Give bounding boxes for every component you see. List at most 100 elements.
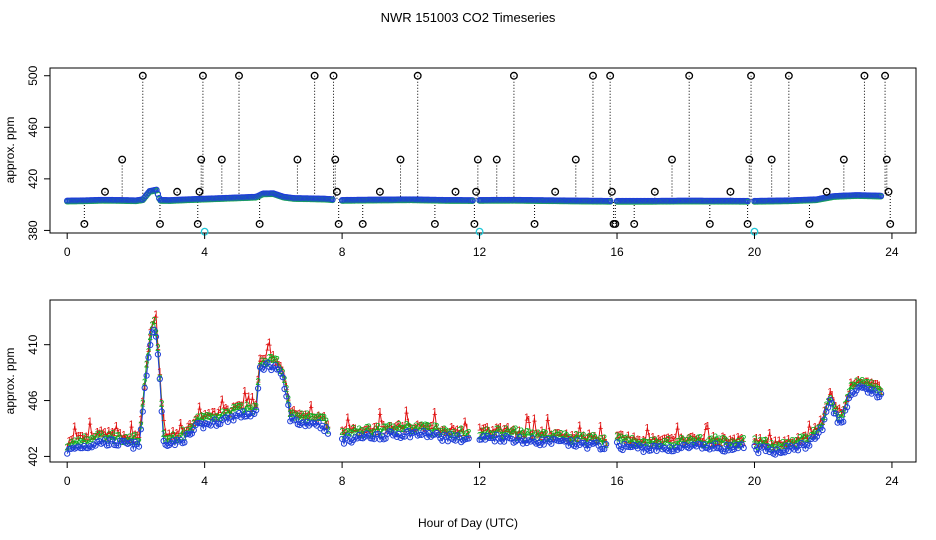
- channel-2-marker: 2: [148, 332, 154, 343]
- calibration-point: [630, 220, 639, 228]
- channel-1-marker: 1: [848, 378, 854, 389]
- channel-2-marker: 2: [132, 431, 138, 442]
- channel-2-marker: 2: [505, 427, 511, 438]
- channel-1-marker: 1: [577, 421, 583, 432]
- channel-1-marker: 1: [106, 426, 112, 437]
- channel-3-marker: [152, 333, 160, 340]
- channel-1-marker: 1: [161, 413, 167, 424]
- channel-1-marker: 1: [400, 421, 406, 432]
- calibration-point: [329, 71, 338, 80]
- channel-2-marker: 2: [244, 400, 250, 411]
- channel-2-marker: 2: [413, 421, 419, 432]
- channel-1-marker: 1: [64, 443, 70, 454]
- channel-1-marker: 1: [641, 435, 647, 446]
- channel-3-marker: [674, 446, 681, 453]
- channel-1-marker: 1: [364, 425, 370, 436]
- channel-1-marker: 1: [189, 422, 195, 433]
- channel-2-marker: 2: [370, 429, 376, 440]
- channel-1-marker: 1: [253, 399, 259, 410]
- channel-2-marker: 2: [421, 422, 427, 433]
- channel-2-marker: 2: [72, 436, 78, 447]
- channel-2-marker: 2: [195, 412, 201, 423]
- channel-2-marker: 2: [115, 431, 121, 442]
- channel-2-marker: 2: [229, 406, 235, 417]
- channel-2-marker: 2: [805, 435, 811, 446]
- top-x-tick-label: 24: [885, 245, 899, 259]
- channel-1-marker: 1: [859, 378, 865, 389]
- calibration-point: [860, 71, 869, 80]
- channel-2-marker: 2: [752, 435, 758, 446]
- channel-1-marker: 1: [507, 429, 513, 440]
- channel-2-marker: 2: [460, 429, 466, 440]
- channel-2-marker: 2: [618, 433, 624, 444]
- channel-2-marker: 2: [825, 397, 831, 408]
- channel-1-marker: 1: [705, 421, 711, 432]
- channel-2-marker: 2: [153, 328, 159, 339]
- channel-1-marker: 1: [174, 428, 180, 439]
- calibration-point: [334, 220, 343, 228]
- channel-1-marker: 1: [765, 438, 771, 449]
- calibration-point: [668, 155, 676, 164]
- channel-1-marker: 1: [244, 398, 250, 409]
- channel-1-marker: 1: [303, 410, 309, 421]
- channel-1-marker: 1: [238, 400, 244, 411]
- channel-2-marker: 2: [822, 412, 828, 423]
- channel-3-marker: [603, 441, 610, 448]
- channel-2-marker: 2: [575, 434, 581, 445]
- channel-1-marker: 1: [72, 422, 78, 433]
- channel-1-marker: 1: [415, 420, 421, 431]
- top-x-tick-label: 4: [201, 245, 208, 259]
- channel-1-marker: 1: [255, 374, 261, 385]
- channel-1-marker: 1: [83, 432, 89, 443]
- channel-2-marker: 2: [406, 421, 412, 432]
- channel-2-marker: 2: [381, 423, 387, 434]
- channel-1-marker: 1: [562, 432, 568, 443]
- channel-3-marker: [682, 442, 689, 449]
- channel-1-marker: 1: [648, 439, 654, 450]
- channel-1-marker: 1: [735, 432, 741, 443]
- channel-3-marker: [478, 436, 485, 443]
- calibration-point: [217, 155, 226, 164]
- channel-1-marker: 1: [684, 435, 690, 446]
- channel-1-marker: 1: [814, 427, 820, 438]
- channel-1-marker: 1: [216, 407, 222, 418]
- channel-1-marker: 1: [231, 402, 237, 413]
- channel-2-marker: 2: [646, 439, 652, 450]
- channel-1-marker: 1: [515, 430, 521, 441]
- channel-1-marker: 1: [871, 379, 877, 390]
- channel-2-marker: 2: [629, 434, 635, 445]
- channel-3-marker: [738, 441, 745, 448]
- calibration-point: [805, 220, 814, 228]
- channel-1-marker: 1: [718, 438, 724, 449]
- channel-2-marker: 2: [663, 437, 669, 448]
- channel-2-marker: 2: [426, 422, 432, 433]
- channel-1-marker: 1: [142, 381, 148, 392]
- baseline-point: [469, 197, 476, 204]
- channel-2-marker: 2: [797, 433, 803, 444]
- channel-1-marker: 1: [501, 424, 507, 435]
- calibration-point: [571, 155, 580, 164]
- bottom-x-tick-label: 16: [610, 474, 624, 488]
- channel-2-marker: 2: [780, 438, 786, 449]
- channel-1-marker: 1: [774, 440, 780, 451]
- channel-2-marker: 2: [89, 434, 95, 445]
- channel-1-marker: 1: [878, 387, 884, 398]
- channel-2-marker: 2: [263, 357, 269, 368]
- channel-1-marker: 1: [733, 438, 739, 449]
- channel-2-marker: 2: [543, 429, 549, 440]
- channel-3-marker: [751, 443, 758, 450]
- channel-2-marker: 2: [402, 424, 408, 435]
- calibration-point: [470, 220, 479, 228]
- channel-2-marker: 2: [64, 442, 70, 453]
- channel-2-marker: 2: [511, 425, 517, 436]
- channel-1-marker: 1: [835, 405, 841, 416]
- channel-2-marker: 2: [549, 430, 555, 441]
- channel-1-marker: 1: [464, 423, 470, 434]
- channel-2-marker: 2: [686, 434, 692, 445]
- channel-1-marker: 1: [790, 438, 796, 449]
- channel-1-marker: 1: [97, 429, 103, 440]
- channel-2-marker: 2: [709, 434, 715, 445]
- channel-3-marker: [781, 449, 788, 456]
- channel-1-marker: 1: [197, 402, 203, 413]
- channel-1-marker: 1: [680, 435, 686, 446]
